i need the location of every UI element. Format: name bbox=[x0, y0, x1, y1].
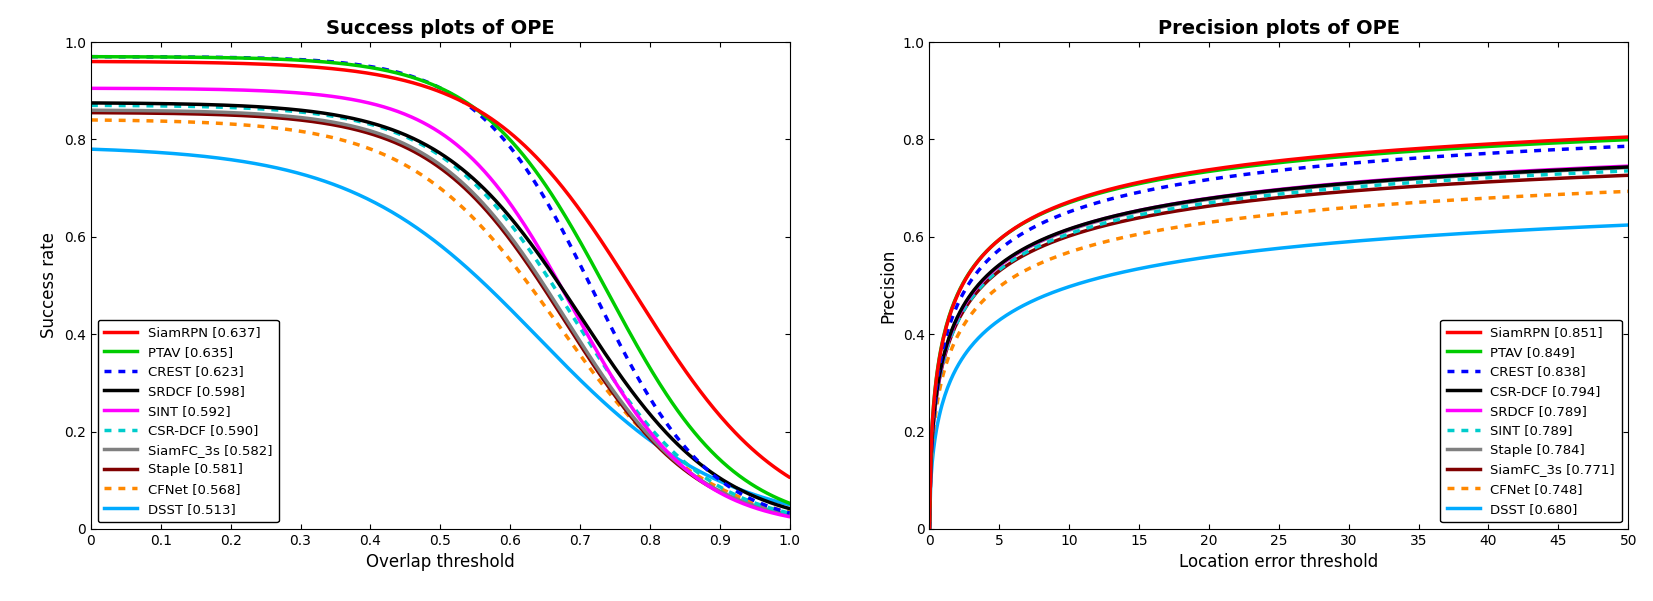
X-axis label: Overlap threshold: Overlap threshold bbox=[365, 554, 514, 572]
Legend: SiamRPN [0.851], PTAV [0.849], CREST [0.838], CSR-DCF [0.794], SRDCF [0.789], SI: SiamRPN [0.851], PTAV [0.849], CREST [0.… bbox=[1440, 320, 1622, 522]
Y-axis label: Success rate: Success rate bbox=[40, 233, 58, 338]
Title: Precision plots of OPE: Precision plots of OPE bbox=[1157, 19, 1400, 38]
Legend: SiamRPN [0.637], PTAV [0.635], CREST [0.623], SRDCF [0.598], SINT [0.592], CSR-D: SiamRPN [0.637], PTAV [0.635], CREST [0.… bbox=[98, 320, 279, 522]
X-axis label: Location error threshold: Location error threshold bbox=[1179, 554, 1379, 572]
Title: Success plots of OPE: Success plots of OPE bbox=[326, 19, 555, 38]
Y-axis label: Precision: Precision bbox=[879, 248, 898, 323]
